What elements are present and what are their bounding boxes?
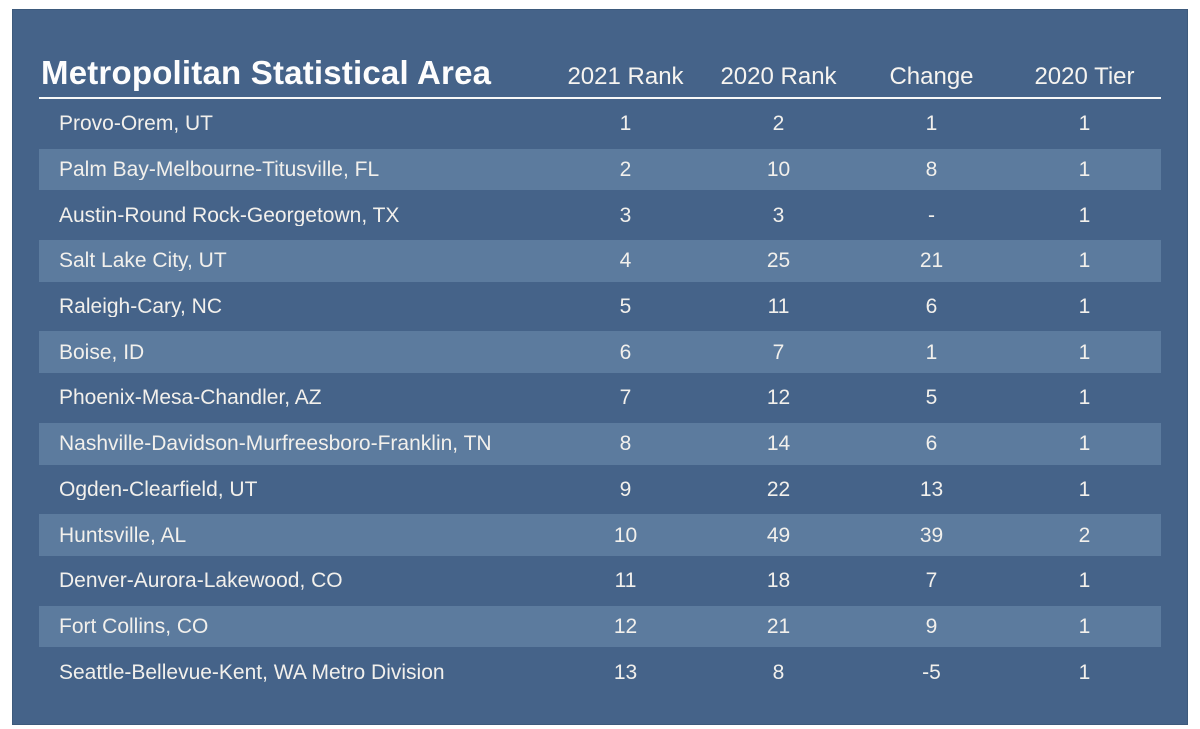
column-header-2020-rank: 2020 Rank bbox=[720, 63, 837, 90]
change-cell: 13 bbox=[919, 477, 944, 501]
rank-2020-cell: 8 bbox=[772, 660, 785, 684]
rank-2021-cell: 2 bbox=[619, 158, 632, 182]
tier-2020-cell: 1 bbox=[1078, 295, 1091, 319]
rank-2021-cell: 12 bbox=[613, 614, 638, 638]
change-cell: 5 bbox=[925, 386, 938, 410]
rank-2021-cell: 4 bbox=[619, 249, 632, 273]
rank-2021-cell: 8 bbox=[619, 432, 632, 456]
table-row: Denver-Aurora-Lakewood, CO 11 18 7 1 bbox=[39, 558, 1161, 604]
rank-2021-cell: 5 bbox=[619, 295, 632, 319]
table-row: Boise, ID 6 7 1 1 bbox=[39, 329, 1161, 376]
rank-2021-cell: 10 bbox=[613, 523, 638, 547]
msa-cell: Seattle-Bellevue-Kent, WA Metro Division bbox=[59, 661, 445, 683]
rank-2020-cell: 22 bbox=[766, 477, 791, 501]
tier-2020-cell: 1 bbox=[1078, 158, 1091, 182]
table-row: Palm Bay-Melbourne-Titusville, FL 2 10 8 1 bbox=[39, 146, 1161, 193]
rank-2021-cell: 1 bbox=[619, 112, 632, 136]
msa-cell: Raleigh-Cary, NC bbox=[59, 296, 222, 318]
table-row: Austin-Round Rock-Georgetown, TX 3 3 - 1 bbox=[39, 192, 1161, 238]
change-cell: 9 bbox=[925, 614, 938, 638]
table-row: Ogden-Clearfield, UT 9 22 13 1 bbox=[39, 467, 1161, 513]
change-cell: 6 bbox=[925, 432, 938, 456]
table-row: Fort Collins, CO 12 21 9 1 bbox=[39, 603, 1161, 650]
table-row: Raleigh-Cary, NC 5 11 6 1 bbox=[39, 284, 1161, 330]
rank-2020-cell: 18 bbox=[766, 569, 791, 593]
tier-2020-cell: 1 bbox=[1078, 249, 1091, 273]
tier-2020-cell: 1 bbox=[1078, 614, 1091, 638]
msa-cell: Boise, ID bbox=[59, 341, 145, 363]
msa-cell: Palm Bay-Melbourne-Titusville, FL bbox=[59, 159, 380, 181]
change-cell: 21 bbox=[919, 249, 944, 273]
table-row: Seattle-Bellevue-Kent, WA Metro Division… bbox=[39, 649, 1161, 695]
rank-2021-cell: 13 bbox=[613, 660, 638, 684]
tier-2020-cell: 1 bbox=[1078, 569, 1091, 593]
table-body: Provo-Orem, UT 1 2 1 1 Palm Bay-Melbourne-Tit… bbox=[39, 101, 1161, 695]
change-cell: 1 bbox=[925, 340, 938, 364]
msa-cell: Ogden-Clearfield, UT bbox=[59, 478, 258, 500]
rank-2021-cell: 11 bbox=[614, 569, 637, 593]
rank-2020-cell: 3 bbox=[772, 203, 785, 227]
rank-2020-cell: 14 bbox=[766, 432, 791, 456]
change-cell: -5 bbox=[922, 660, 941, 684]
tier-2020-cell: 1 bbox=[1078, 660, 1091, 684]
column-header-change: Change bbox=[889, 63, 974, 90]
rank-2020-cell: 11 bbox=[767, 295, 790, 319]
rank-2020-cell: 25 bbox=[766, 249, 791, 273]
msa-cell: Denver-Aurora-Lakewood, CO bbox=[59, 570, 343, 592]
tier-2020-cell: 1 bbox=[1078, 386, 1091, 410]
rank-2020-cell: 7 bbox=[772, 340, 785, 364]
table-header-row: Metropolitan Statistical Area 2021 Rank … bbox=[39, 10, 1161, 99]
msa-cell: Salt Lake City, UT bbox=[59, 250, 227, 272]
rank-2020-cell: 49 bbox=[766, 523, 791, 547]
column-header-2021-rank: 2021 Rank bbox=[567, 63, 684, 90]
tier-2020-cell: 1 bbox=[1078, 112, 1091, 136]
table-row: Salt Lake City, UT 4 25 21 1 bbox=[39, 238, 1161, 284]
rank-2021-cell: 6 bbox=[619, 340, 632, 364]
tier-2020-cell: 1 bbox=[1078, 203, 1091, 227]
tier-2020-cell: 1 bbox=[1078, 340, 1091, 364]
msa-cell: Huntsville, AL bbox=[59, 524, 187, 546]
msa-cell: Provo-Orem, UT bbox=[59, 113, 214, 135]
change-cell: 1 bbox=[925, 112, 938, 136]
rank-2020-cell: 2 bbox=[772, 112, 785, 136]
tier-2020-cell: 2 bbox=[1078, 523, 1091, 547]
column-header-2020-tier: 2020 Tier bbox=[1034, 63, 1135, 90]
rank-2020-cell: 21 bbox=[766, 614, 791, 638]
rank-2021-cell: 3 bbox=[619, 203, 632, 227]
tier-2020-cell: 1 bbox=[1078, 477, 1091, 501]
msa-cell: Phoenix-Mesa-Chandler, AZ bbox=[59, 387, 322, 409]
table-row: Nashville-Davidson-Murfreesboro-Franklin… bbox=[39, 420, 1161, 467]
table-row: Provo-Orem, UT 1 2 1 1 bbox=[39, 101, 1161, 147]
msa-cell: Nashville-Davidson-Murfreesboro-Franklin… bbox=[59, 433, 492, 455]
change-cell: 39 bbox=[919, 523, 944, 547]
rank-2020-cell: 10 bbox=[766, 158, 791, 182]
table-title: Metropolitan Statistical Area bbox=[41, 54, 492, 91]
change-cell: - bbox=[928, 203, 935, 227]
table-row: Huntsville, AL 10 49 39 2 bbox=[39, 512, 1161, 558]
change-cell: 6 bbox=[925, 295, 938, 319]
msa-rankings-table: Metropolitan Statistical Area 2021 Rank … bbox=[12, 9, 1188, 725]
table-row: Phoenix-Mesa-Chandler, AZ 7 12 5 1 bbox=[39, 375, 1161, 421]
change-cell: 7 bbox=[925, 569, 938, 593]
tier-2020-cell: 1 bbox=[1078, 432, 1091, 456]
rank-2021-cell: 7 bbox=[619, 386, 632, 410]
change-cell: 8 bbox=[925, 158, 938, 182]
rank-2020-cell: 12 bbox=[766, 386, 791, 410]
msa-cell: Fort Collins, CO bbox=[59, 615, 209, 637]
rank-2021-cell: 9 bbox=[619, 477, 632, 501]
msa-cell: Austin-Round Rock-Georgetown, TX bbox=[59, 204, 400, 226]
